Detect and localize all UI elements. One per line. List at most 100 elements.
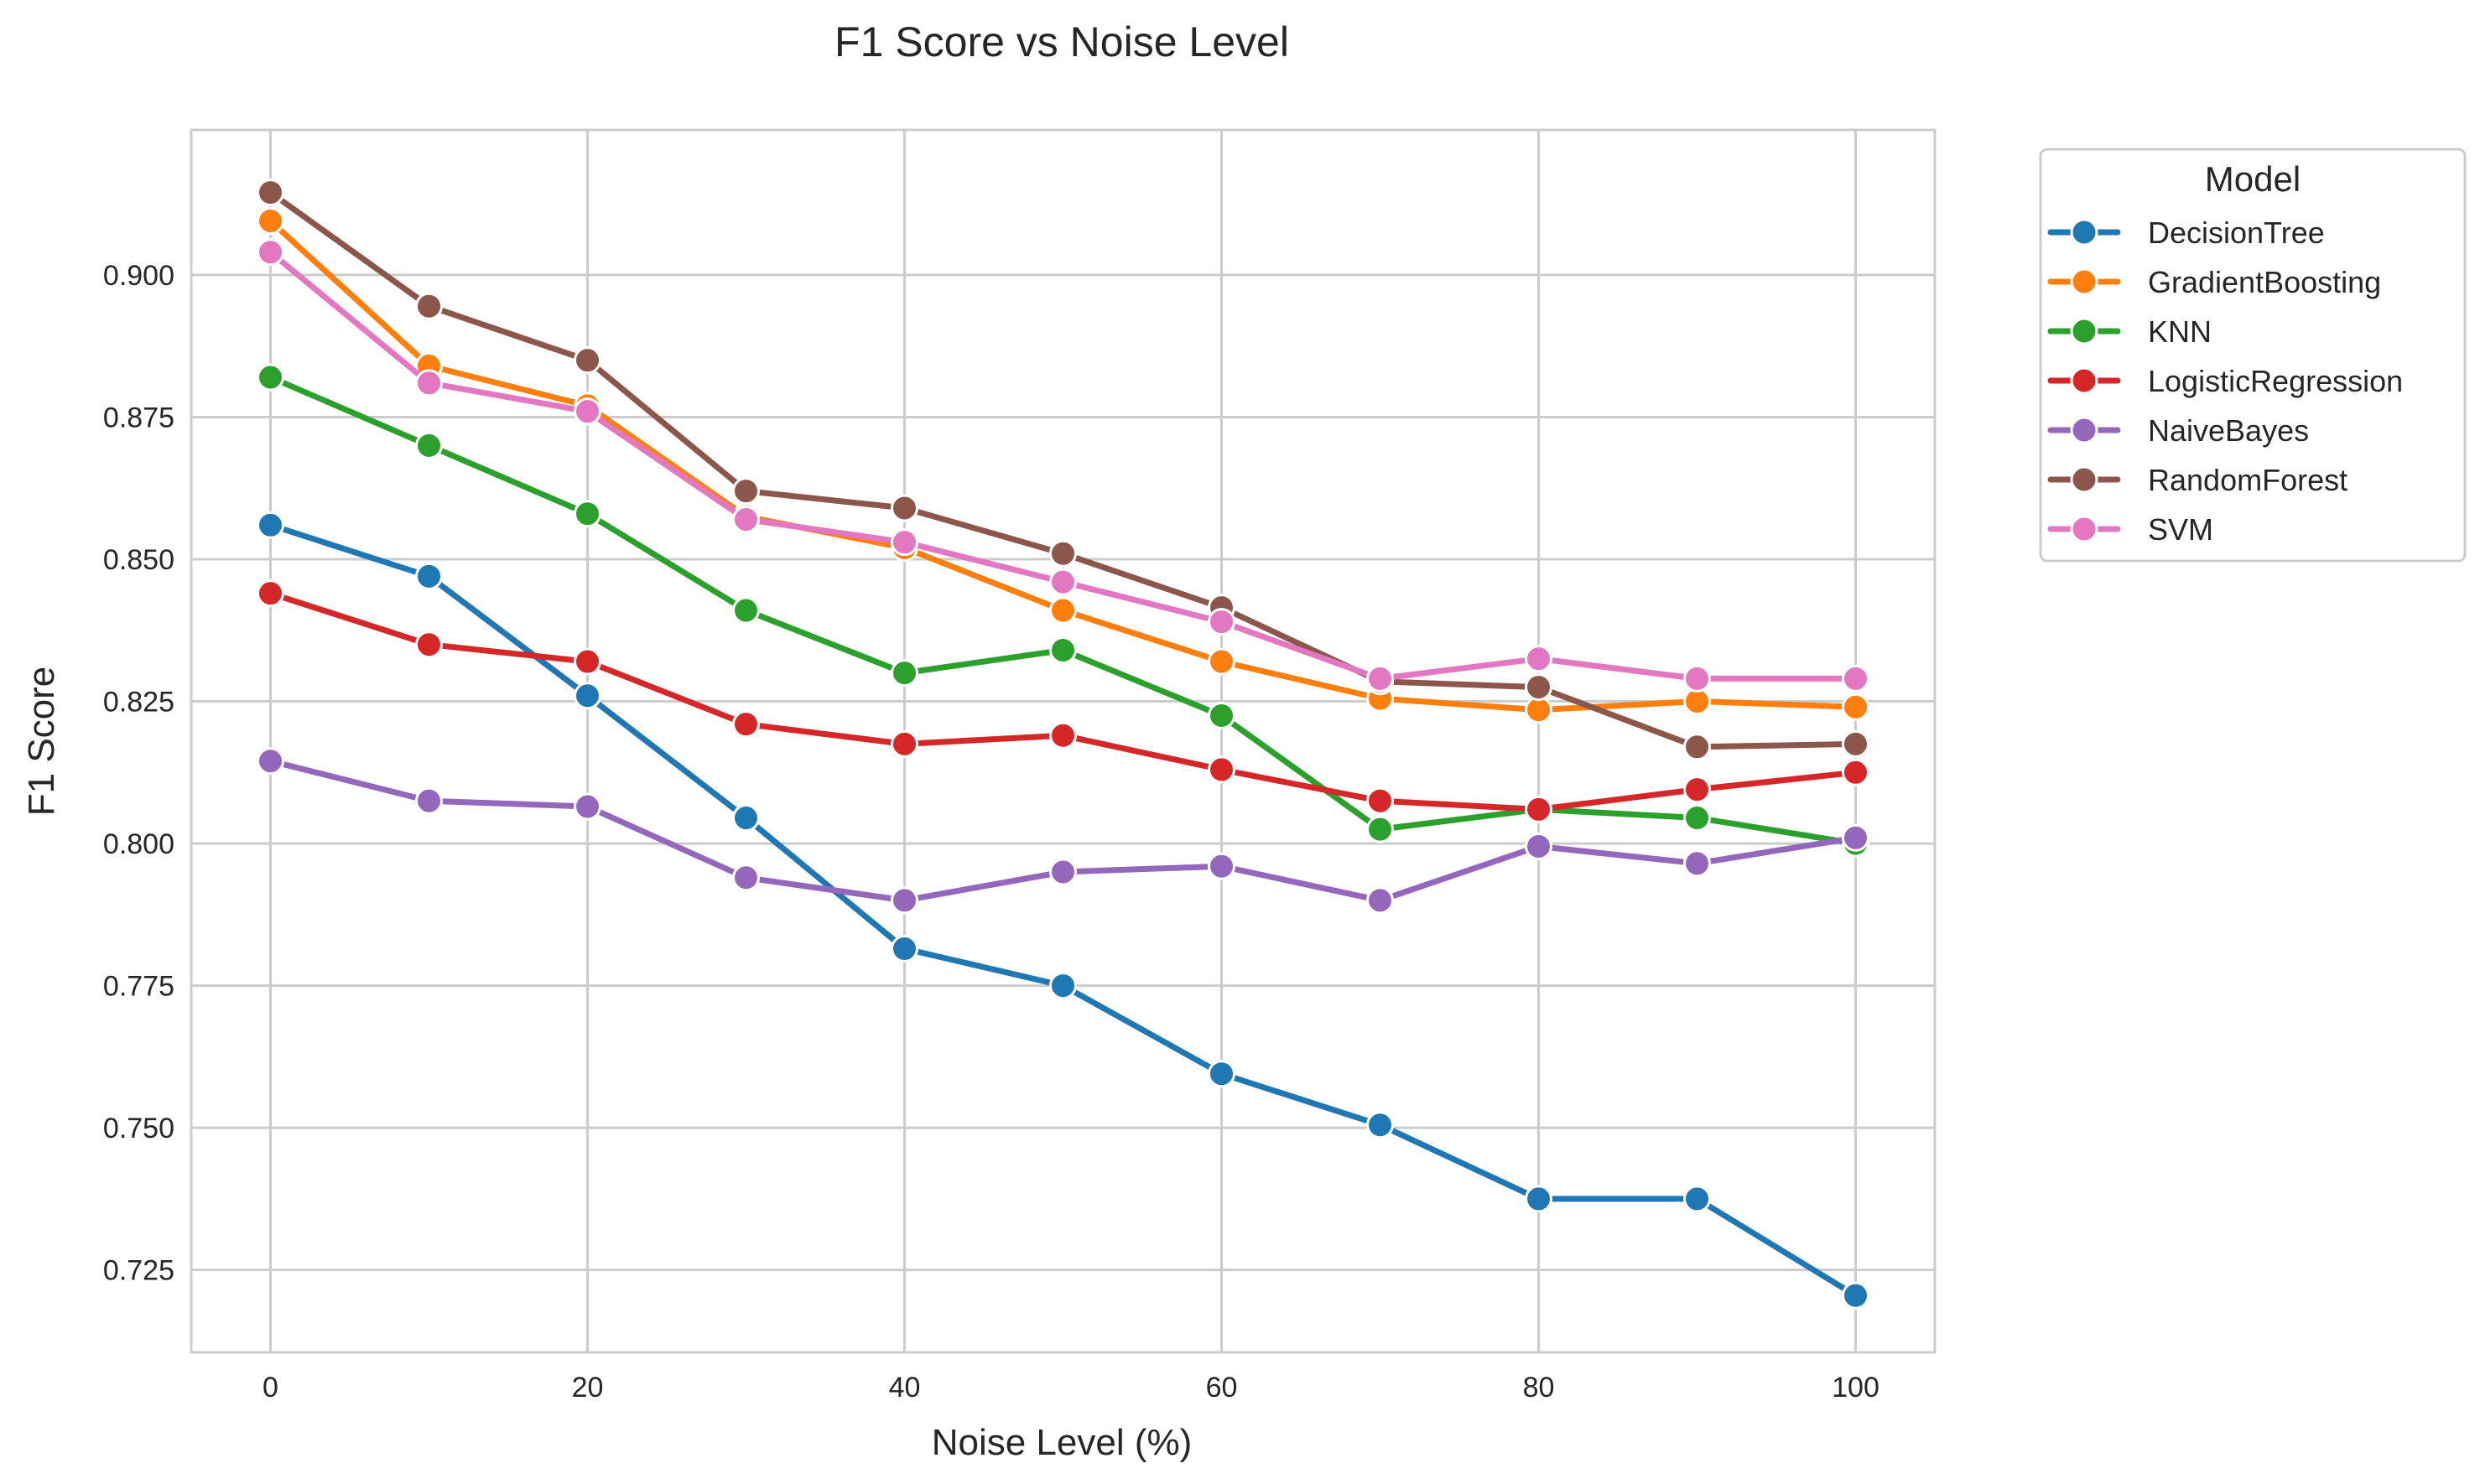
data-point-svm <box>1842 664 1869 693</box>
legend-marker-decision-tree <box>2070 218 2098 246</box>
data-point-svm <box>1208 608 1235 636</box>
y-tick-label: 0.850 <box>103 544 174 576</box>
data-point-knn <box>891 659 918 688</box>
data-point-gradient-boosting <box>1525 696 1552 724</box>
legend-item-random-forest: RandomForest <box>2047 463 2347 497</box>
data-point-svm <box>574 397 601 426</box>
y-tick-label: 0.900 <box>103 260 174 292</box>
legend-item-svm: SVM <box>2047 512 2213 547</box>
data-point-logistic-regression <box>1049 721 1077 750</box>
legend-label-svm: SVM <box>2148 512 2213 547</box>
legend-label-naive-bayes: NaiveBayes <box>2148 413 2309 448</box>
data-point-knn <box>732 596 760 625</box>
data-point-svm <box>1366 664 1394 693</box>
legend: Model DecisionTree GradientBoosting KNN Log… <box>2039 148 2467 563</box>
data-point-logistic-regression <box>891 729 918 758</box>
legend-label-gradient-boosting: GradientBoosting <box>2148 265 2381 299</box>
data-point-naive-bayes <box>732 864 760 892</box>
data-point-gradient-boosting <box>1049 596 1077 625</box>
data-point-svm <box>1049 568 1077 596</box>
legend-marker-logistic-regression <box>2070 366 2098 395</box>
data-point-decision-tree <box>415 562 443 590</box>
legend-item-gradient-boosting: GradientBoosting <box>2047 265 2381 299</box>
data-point-logistic-regression <box>732 710 760 739</box>
legend-item-logistic-regression: LogisticRegression <box>2047 364 2403 398</box>
data-point-naive-bayes <box>1208 852 1235 880</box>
legend-item-knn: KNN <box>2047 314 2212 349</box>
data-point-svm <box>415 369 443 397</box>
data-point-logistic-regression <box>1842 758 1869 786</box>
series-lines <box>257 179 1869 1310</box>
x-axis-title: Noise Level (%) <box>932 1422 1193 1463</box>
legend-item-naive-bayes: NaiveBayes <box>2047 413 2309 448</box>
data-point-naive-bayes <box>1366 886 1394 915</box>
data-point-random-forest <box>257 179 284 207</box>
data-point-knn <box>1049 636 1077 664</box>
legend-label-decision-tree: DecisionTree <box>2148 215 2325 250</box>
data-point-random-forest <box>574 346 601 375</box>
data-point-svm <box>1525 645 1552 673</box>
legend-label-random-forest: RandomForest <box>2148 463 2347 497</box>
legend-marker-naive-bayes <box>2070 416 2098 444</box>
data-point-gradient-boosting <box>1208 647 1235 676</box>
data-point-decision-tree <box>1842 1281 1869 1310</box>
x-tick-label: 20 <box>572 1372 604 1404</box>
data-point-decision-tree <box>1208 1060 1235 1088</box>
data-point-naive-bayes <box>415 786 443 815</box>
data-point-random-forest <box>1842 729 1869 758</box>
data-point-logistic-regression <box>415 630 443 659</box>
data-point-naive-bayes <box>891 886 918 915</box>
data-point-svm <box>732 506 760 534</box>
legend-marker-svm <box>2070 515 2098 543</box>
data-point-naive-bayes <box>574 792 601 821</box>
data-point-svm <box>257 238 284 267</box>
data-point-random-forest <box>1683 733 1711 761</box>
x-tick-labels: 0 20 40 60 80 100 <box>263 1372 1879 1404</box>
legend-title: Model <box>2205 159 2301 199</box>
data-point-random-forest <box>891 494 918 522</box>
series-naive-bayes <box>257 747 1869 915</box>
data-point-gradient-boosting <box>1683 688 1711 716</box>
y-tick-label: 0.825 <box>103 687 174 719</box>
y-tick-label: 0.875 <box>103 402 174 433</box>
data-point-random-forest <box>1049 539 1077 568</box>
data-point-random-forest <box>732 477 760 506</box>
x-tick-label: 0 <box>263 1372 278 1404</box>
data-point-logistic-regression <box>257 579 284 608</box>
data-point-knn <box>1366 815 1394 843</box>
data-point-logistic-regression <box>1525 795 1552 823</box>
series-decision-tree <box>257 511 1869 1310</box>
data-point-logistic-regression <box>574 647 601 676</box>
y-tick-label: 0.725 <box>103 1255 174 1287</box>
data-point-decision-tree <box>732 804 760 833</box>
data-point-random-forest <box>1525 673 1552 702</box>
x-tick-label: 100 <box>1832 1372 1879 1404</box>
data-point-decision-tree <box>1525 1185 1552 1213</box>
x-tick-label: 60 <box>1206 1372 1238 1404</box>
data-point-decision-tree <box>574 682 601 710</box>
legend-label-knn: KNN <box>2148 314 2212 349</box>
data-point-logistic-regression <box>1366 786 1394 815</box>
data-point-naive-bayes <box>1842 823 1869 852</box>
series-logistic-regression <box>257 579 1869 823</box>
x-tick-label: 80 <box>1523 1372 1555 1404</box>
y-tick-label: 0.800 <box>103 828 174 860</box>
data-point-decision-tree <box>1366 1111 1394 1139</box>
data-point-knn <box>574 500 601 528</box>
data-point-decision-tree <box>1049 972 1077 1000</box>
data-point-svm <box>1683 664 1711 693</box>
legend-label-logistic-regression: LogisticRegression <box>2148 364 2403 398</box>
data-point-naive-bayes <box>1525 832 1552 860</box>
data-point-knn <box>1208 701 1235 729</box>
data-point-naive-bayes <box>257 747 284 776</box>
data-point-knn <box>257 363 284 392</box>
legend-marker-gradient-boosting <box>2070 267 2098 296</box>
legend-entries: DecisionTree GradientBoosting KNN LogisticR… <box>2047 215 2403 547</box>
data-point-gradient-boosting <box>257 207 284 236</box>
chart-title: F1 Score vs Noise Level <box>834 18 1289 65</box>
data-point-svm <box>891 528 918 557</box>
data-point-knn <box>415 431 443 459</box>
data-point-decision-tree <box>1683 1185 1711 1213</box>
y-axis-title: F1 Score <box>21 667 62 817</box>
